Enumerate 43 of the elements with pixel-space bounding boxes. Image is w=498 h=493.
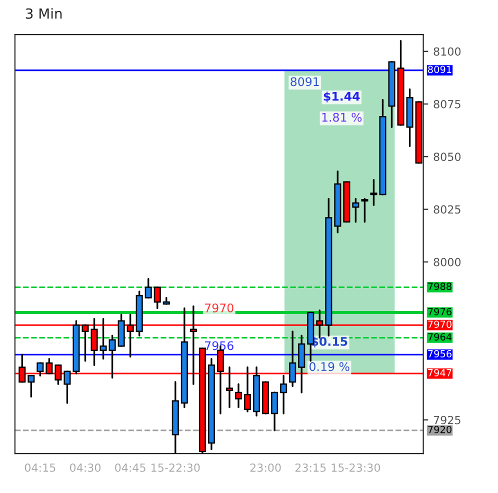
annotation: 7956	[205, 341, 234, 350]
x-tick-label: 15-23:30	[332, 463, 380, 472]
ref-line-label: 8091	[428, 66, 452, 74]
annotation: 8091	[290, 77, 319, 86]
y-tick-label: 8025	[434, 205, 460, 214]
y-tick-label: 8075	[434, 100, 460, 108]
candlestick	[64, 370, 71, 404]
candlestick	[352, 198, 360, 223]
candlestick	[108, 334, 116, 379]
candlestick	[234, 383, 242, 408]
ref-line-label: 7970	[428, 320, 452, 328]
ref-line-label: 7920	[428, 426, 452, 434]
candlestick	[370, 178, 378, 206]
candlestick	[36, 362, 44, 376]
chart-title: 3 Min	[26, 8, 62, 19]
annotation: $1.44	[324, 92, 360, 102]
annotation: 7970	[205, 303, 234, 312]
ref-line-label: 7964	[428, 333, 452, 341]
x-tick-label: 04:15	[24, 463, 56, 472]
x-tick-label: 23:15	[295, 463, 326, 472]
ref-line-label: 7947	[428, 369, 452, 376]
ref-line-label: 7988	[428, 282, 452, 290]
ref-line-label: 7976	[428, 308, 452, 316]
x-tick-label: 04:45	[115, 463, 146, 472]
candlestick	[100, 318, 107, 360]
y-tick-label: 8000	[434, 258, 461, 266]
candlestick	[144, 278, 152, 299]
ref-line-label: 7956	[428, 350, 452, 358]
x-tick-label: 15-22:30	[152, 463, 200, 472]
candlestick	[28, 374, 35, 398]
candlestick	[289, 330, 296, 388]
candlestick	[271, 392, 278, 432]
y-tick-label: 8050	[434, 152, 461, 162]
annotation: 1.81 %	[322, 112, 362, 122]
x-tick-label: 23:00	[250, 463, 281, 472]
candlestick	[280, 374, 288, 414]
y-tick-label: 7925	[434, 416, 460, 424]
y-tick-label: 8100	[434, 47, 461, 56]
candlestick	[154, 286, 161, 310]
candlestick	[361, 198, 368, 223]
x-tick-label: 04:30	[70, 463, 101, 472]
annotation: 0.19 %	[310, 362, 350, 372]
candlestick	[298, 334, 306, 394]
